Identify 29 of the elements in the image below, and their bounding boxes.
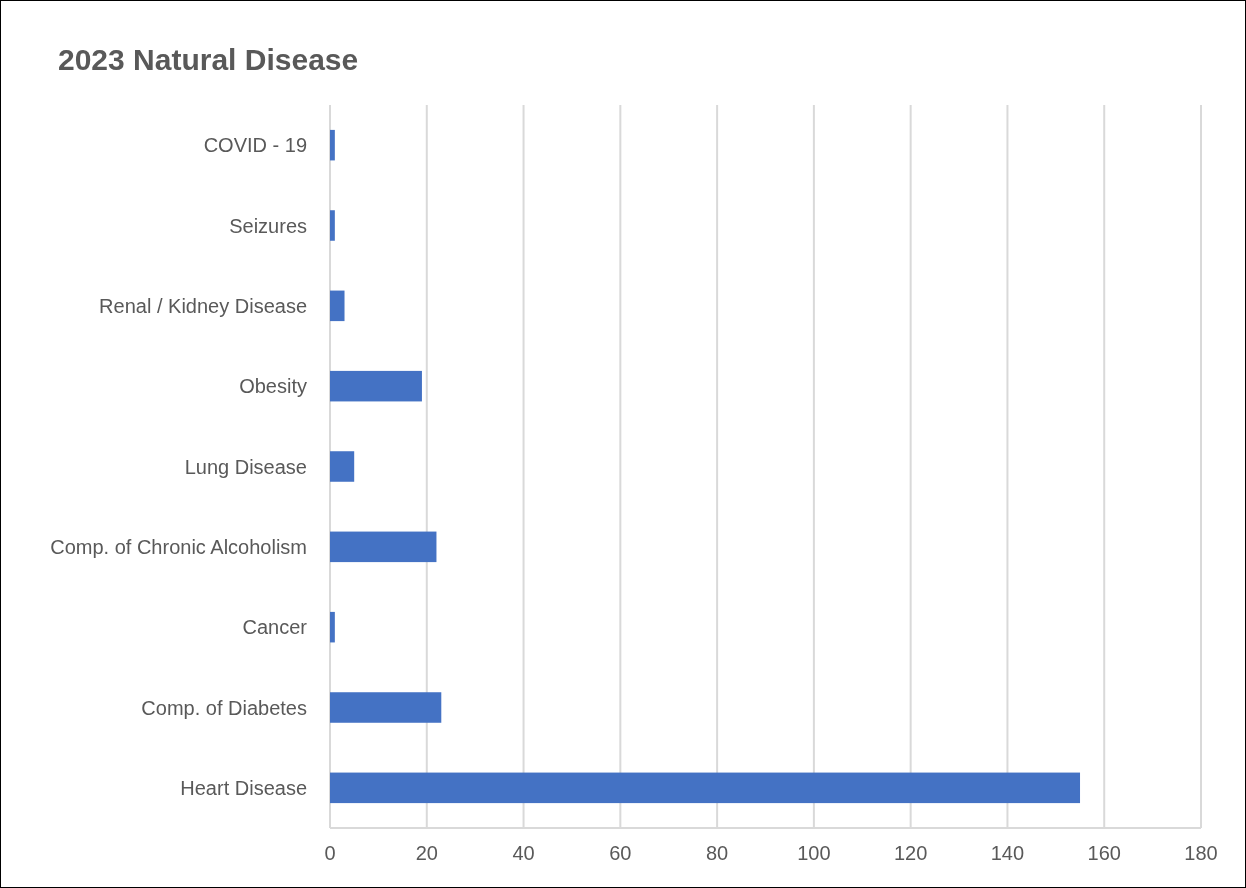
x-tick-label: 80 [705, 842, 729, 864]
x-tick-label: 40 [512, 842, 535, 864]
y-tick-label: Cancer [242, 616, 308, 639]
bar [330, 290, 345, 322]
bar [330, 451, 355, 482]
x-tick-label: 20 [415, 842, 438, 864]
bar [330, 531, 437, 563]
x-tick-label: 180 [1184, 842, 1218, 864]
x-tick-label: 160 [1087, 842, 1121, 864]
bar [330, 129, 335, 161]
y-tick-label: Renal / Kidney Disease [99, 294, 307, 317]
x-tick-label: 140 [990, 842, 1025, 864]
y-tick-label: Obesity [239, 375, 307, 398]
x-tick-label: 0 [324, 842, 336, 864]
bar [330, 692, 442, 723]
bar [330, 210, 335, 241]
bar [330, 772, 1081, 804]
bar [330, 370, 422, 402]
y-tick-label: Comp. of Chronic Alcoholism [50, 535, 307, 558]
y-tick-label: Comp. of Diabetes [141, 696, 307, 719]
y-tick-label: COVID - 19 [203, 134, 307, 157]
x-tick-label: 100 [797, 842, 831, 864]
bar [330, 611, 335, 643]
y-tick-label: Heart Disease [180, 776, 307, 799]
x-tick-label: 120 [893, 842, 928, 864]
chart-title: 2023 Natural Disease [58, 43, 359, 76]
y-tick-label: Lung Disease [184, 455, 307, 478]
x-tick-label: 60 [609, 842, 632, 864]
y-tick-label: Seizures [229, 214, 307, 237]
